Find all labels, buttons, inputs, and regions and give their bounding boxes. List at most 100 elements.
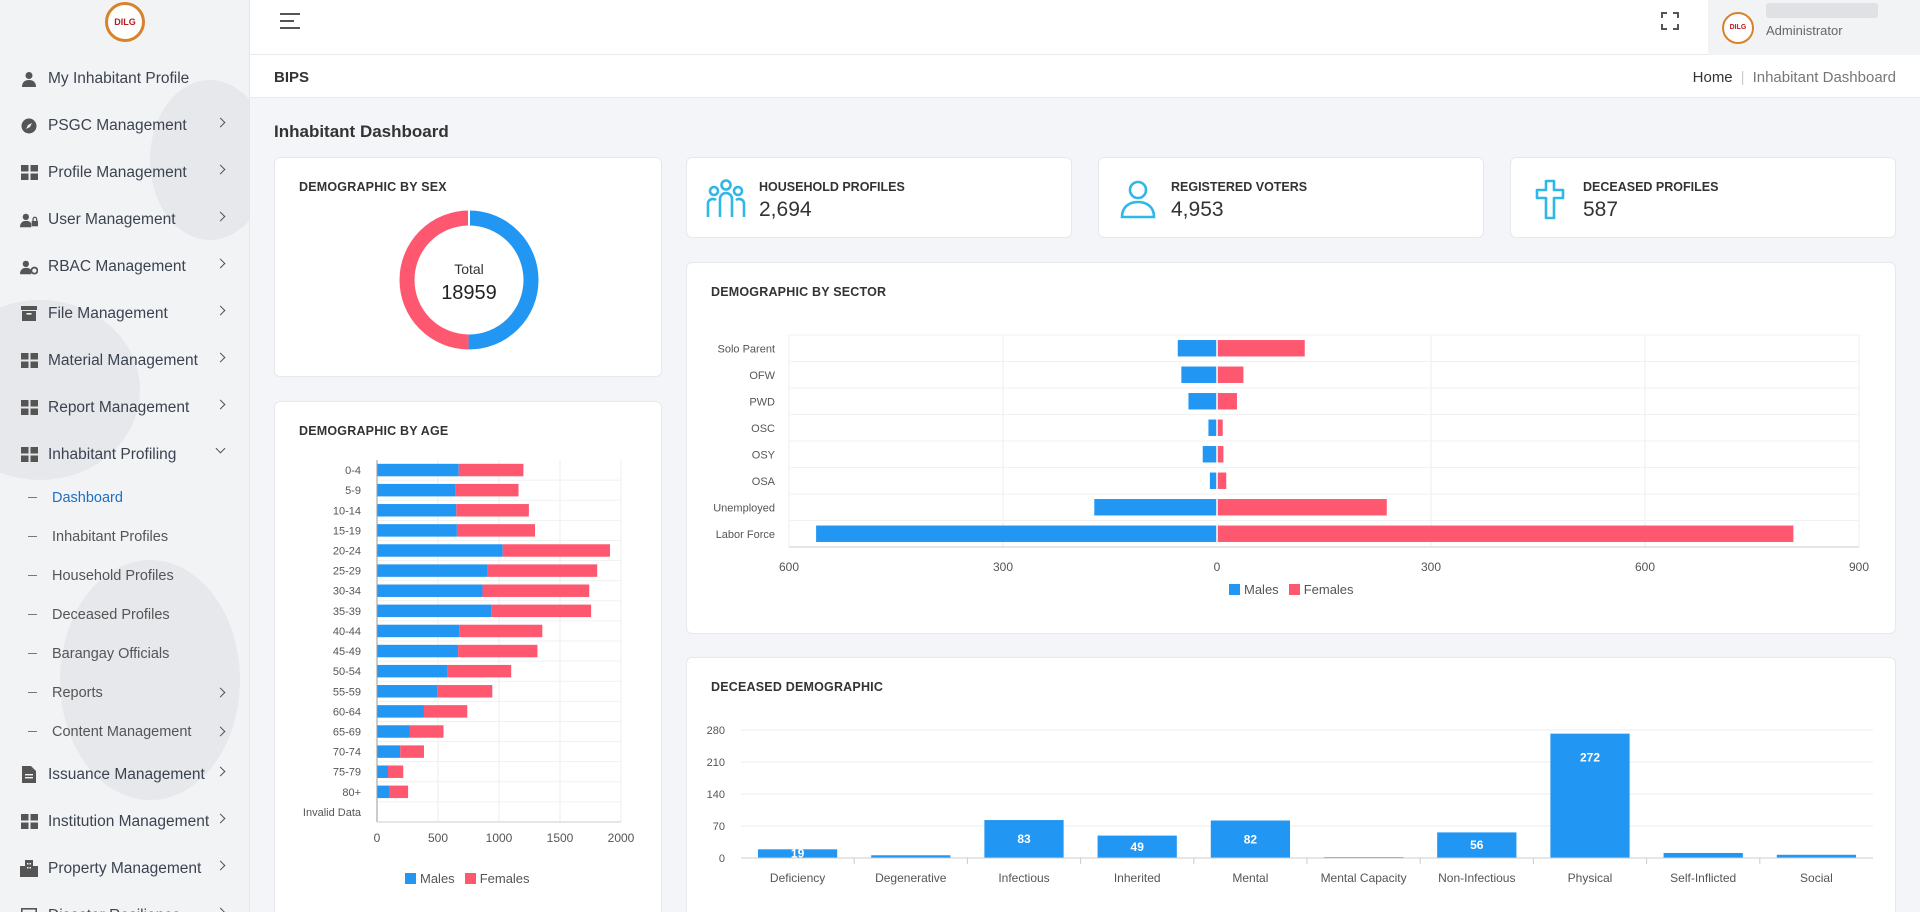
building-icon — [20, 860, 38, 878]
x-tick-label: Mental — [1232, 871, 1268, 885]
sidebar-item-institution-management[interactable]: Institution Management — [0, 798, 249, 845]
avatar: DILG — [1722, 11, 1754, 44]
bar-females — [423, 705, 468, 718]
y-tick-label: 210 — [707, 757, 725, 769]
fullscreen-icon[interactable] — [1661, 12, 1679, 30]
bar — [1550, 733, 1630, 858]
sidebar-item-profile-management[interactable]: Profile Management — [0, 149, 249, 196]
sidebar-item-user-management[interactable]: User Management — [0, 196, 249, 243]
deceased-profiles-card[interactable]: DECEASED PROFILES 587 — [1510, 157, 1896, 238]
y-tick-label: 70 — [713, 821, 725, 833]
bar-males — [377, 765, 388, 778]
user-icon — [20, 70, 38, 88]
bar-females — [487, 564, 598, 577]
sidebar-item-issuance-management[interactable]: Issuance Management — [0, 751, 249, 798]
card-title: DEMOGRAPHIC BY SECTOR — [711, 285, 887, 299]
y-tick-label: 10-14 — [333, 505, 361, 517]
sidebar-subitem-dashboard[interactable]: Dashboard — [0, 478, 249, 517]
registered-voters-card[interactable]: REGISTERED VOTERS 4,953 — [1098, 157, 1484, 238]
sidebar-subitem-reports[interactable]: Reports — [0, 673, 249, 712]
dilg-logo[interactable]: DILG — [105, 2, 145, 42]
bar-females — [387, 765, 404, 778]
sidebar-subitem-household-profiles[interactable]: Household Profiles — [0, 556, 249, 595]
deceased-bar-chart: 0 70 140 210 280 Deficiency 19 Degenerative Infe… — [707, 725, 1873, 885]
sidebar-item-label: PSGC Management — [48, 116, 187, 134]
grid-icon — [20, 164, 38, 182]
x-tick-label: 900 — [1849, 560, 1869, 574]
sidebar-subitem-content-management[interactable]: Content Management — [0, 712, 249, 751]
bar-males — [377, 705, 424, 718]
y-tick-label: OSC — [751, 423, 775, 435]
menu-toggle-icon[interactable] — [280, 12, 302, 30]
sidebar-item-psgc-management[interactable]: PSGC Management — [0, 102, 249, 149]
people-icon — [703, 176, 749, 222]
breadcrumb-home[interactable]: Home — [1692, 69, 1733, 86]
sidebar-subitem-deceased-profiles[interactable]: Deceased Profiles — [0, 595, 249, 634]
legend-males[interactable]: Males — [405, 871, 455, 886]
donut-chart: Total 18959 — [399, 210, 539, 350]
bar-males — [377, 564, 488, 577]
sidebar-item-label: RBAC Management — [48, 257, 186, 275]
archive-icon — [20, 305, 38, 323]
y-tick-label: 35-39 — [333, 606, 361, 618]
age-bar-chart: 0 500 1000 1500 2000 0-4 5-9 10-14 15-19 20-24 25-… — [303, 460, 635, 845]
legend-males[interactable]: Males — [1229, 582, 1279, 597]
sidebar-item-property-management[interactable]: Property Management — [0, 845, 249, 892]
sidebar-item-material-management[interactable]: Material Management — [0, 337, 249, 384]
card-title: DEMOGRAPHIC BY AGE — [299, 424, 449, 438]
sidebar-item-label: Property Management — [48, 859, 202, 877]
y-tick-label: OFW — [749, 370, 775, 382]
sidebar-item-rbac-management[interactable]: RBAC Management — [0, 243, 249, 290]
y-tick-label: Unemployed — [713, 502, 775, 514]
stat-value: 2,694 — [759, 198, 812, 221]
bar-females — [1217, 446, 1224, 463]
bar-males — [377, 664, 448, 678]
bar-males — [1208, 419, 1217, 436]
app-brand: BIPS — [274, 69, 310, 86]
data-label: 56 — [1470, 838, 1484, 852]
sidebar-item-my-inhabitant-profile[interactable]: My Inhabitant Profile — [0, 55, 249, 102]
top-header: DILG Administrator — [250, 0, 1920, 55]
bar-males — [377, 483, 456, 497]
user-menu[interactable]: DILG Administrator — [1708, 0, 1920, 55]
sidebar-item-label: Material Management — [48, 351, 198, 369]
sidebar-item-label: My Inhabitant Profile — [48, 69, 190, 87]
legend-females[interactable]: Females — [464, 871, 530, 886]
bar-females — [1217, 366, 1244, 383]
bar-males — [1202, 446, 1217, 463]
document-icon — [20, 766, 38, 784]
bar-females — [400, 745, 424, 758]
sidebar-item-label: Deceased Profiles — [52, 606, 170, 623]
sidebar-subitem-inhabitant-profiles[interactable]: Inhabitant Profiles — [0, 517, 249, 556]
plus-box-icon — [20, 907, 38, 912]
bar-females — [502, 544, 611, 557]
data-label: 19 — [791, 847, 805, 861]
bar-males — [1177, 340, 1217, 357]
y-tick-label: 15-19 — [333, 525, 361, 537]
page-title: Inhabitant Dashboard — [274, 122, 449, 141]
sidebar-item-disaster-resilience[interactable]: Disaster Resilience — [0, 892, 249, 912]
sidebar-item-file-management[interactable]: File Management — [0, 290, 249, 337]
x-tick-label: 500 — [428, 831, 448, 845]
bar-females — [1217, 419, 1223, 436]
sidebar-item-label: User Management — [48, 210, 176, 228]
sex-chart-card: DEMOGRAPHIC BY SEX Total 18959 — [274, 157, 662, 377]
background-map-shape — [150, 80, 249, 240]
bar-females — [459, 624, 543, 638]
grid-icon — [20, 446, 38, 464]
y-tick-label: 50-54 — [333, 666, 361, 678]
x-tick-label: Infectious — [998, 871, 1049, 885]
user-name-redacted — [1766, 3, 1878, 18]
x-tick-label: Deficiency — [770, 871, 825, 885]
x-tick-label: 600 — [779, 560, 799, 574]
sidebar-item-report-management[interactable]: Report Management — [0, 384, 249, 431]
x-tick-label: Self-Inflicted — [1670, 871, 1736, 885]
sidebar-subitem-barangay-officials[interactable]: Barangay Officials — [0, 634, 249, 673]
sidebar-item-inhabitant-profiling[interactable]: Inhabitant Profiling — [0, 431, 249, 478]
legend-females[interactable]: Females — [1288, 582, 1354, 597]
bar-females — [482, 584, 590, 597]
y-tick-label: 75-79 — [333, 767, 361, 779]
bar-males — [377, 644, 459, 658]
y-tick-label: PWD — [749, 396, 775, 408]
household-profiles-card[interactable]: HOUSEHOLD PROFILES 2,694 — [686, 157, 1072, 238]
